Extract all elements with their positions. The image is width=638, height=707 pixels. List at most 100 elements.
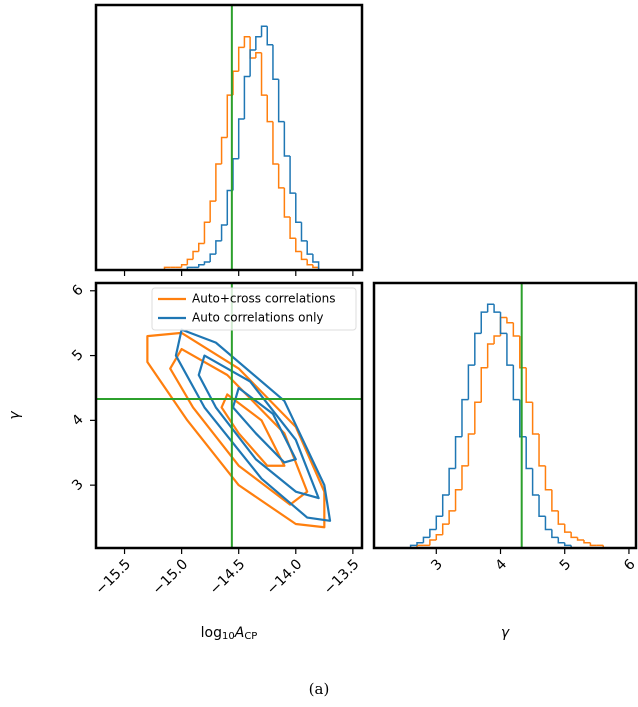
histogram-step [249, 36, 256, 59]
histogram-step [232, 70, 239, 96]
histogram-step [266, 26, 273, 46]
histogram-step [215, 240, 222, 255]
x-tick-label: −14.0 [264, 556, 306, 598]
x-tick-label: 4 [493, 556, 511, 574]
x-tick-label: −13.5 [321, 556, 363, 598]
histogram-step [180, 263, 188, 268]
histogram-step [312, 254, 320, 270]
histogram-step [493, 304, 501, 313]
histogram-step [295, 238, 302, 253]
contour-line [197, 354, 320, 500]
contour-line [174, 328, 332, 522]
histogram-step [512, 322, 520, 337]
histogram-step [260, 25, 268, 37]
histogram-step [255, 36, 262, 51]
histogram-step [306, 259, 313, 266]
histogram-step [416, 541, 424, 546]
histogram-step [203, 221, 211, 244]
histogram-step [525, 367, 533, 403]
legend-label: Auto+cross correlations [192, 292, 335, 306]
histogram-step [429, 528, 437, 538]
x-tick-label: −15.0 [150, 556, 192, 598]
histogram-step [531, 468, 540, 496]
x-axis-label: log10ACP [201, 625, 258, 642]
histogram-step [551, 529, 559, 539]
histogram-step [220, 136, 228, 164]
histogram-step [506, 333, 514, 366]
histogram-step [300, 251, 308, 261]
histogram-step [538, 434, 546, 467]
histogram-step [461, 398, 469, 437]
contour-line [146, 331, 326, 529]
histogram-step [237, 46, 245, 72]
x-axis-label-part: A [234, 625, 245, 641]
contour-line [220, 393, 286, 467]
legend-box [151, 287, 357, 331]
histogram-step [435, 534, 443, 541]
histogram-step [454, 435, 462, 469]
histogram-step [289, 217, 296, 239]
histogram-step [467, 364, 475, 400]
histogram-step [570, 532, 578, 539]
histogram-step [544, 465, 552, 491]
histogram-step [486, 343, 495, 368]
histogram-step [289, 156, 296, 194]
histogram-step [215, 163, 222, 202]
axes-frame [94, 3, 364, 272]
histogram-step [203, 261, 211, 265]
panel: −15.5 −15.0 −14.5 −14.0 −13.5 3 4 5 6 log10ACP γ Au… [7, 281, 364, 642]
histogram-step [277, 164, 285, 189]
histogram-step [557, 510, 565, 525]
x-tick-label: 6 [621, 556, 638, 574]
x-tick-label: −15.5 [93, 556, 135, 598]
y-tick-label: 6 [69, 282, 87, 300]
histogram-step [277, 79, 285, 123]
x-axis-label-part: log [201, 625, 222, 641]
histogram-step [480, 311, 488, 334]
histogram-step [237, 118, 245, 159]
x-axis-label-part: 10 [222, 631, 235, 642]
histogram-step [220, 224, 228, 241]
histogram-step [283, 187, 291, 218]
histogram-step [551, 489, 559, 512]
x-axis-label: γ [501, 625, 510, 641]
legend: Auto+cross correlations Auto correlations… [151, 287, 357, 331]
histogram-step [272, 44, 279, 80]
histogram-step [435, 515, 443, 530]
histogram-step [448, 467, 456, 495]
x-tick-label: 3 [428, 556, 446, 574]
histogram-step [557, 537, 565, 544]
contour-line [231, 386, 297, 464]
histogram-step [583, 540, 591, 544]
panel: 3 4 5 6 γ [372, 281, 638, 641]
histogram-step [589, 542, 597, 547]
caption: (a) [309, 680, 330, 698]
x-tick-label: −14.5 [207, 556, 249, 598]
y-tick-label: 3 [69, 476, 87, 494]
histogram-step [512, 365, 520, 401]
histogram-step [422, 536, 430, 543]
histogram-step [499, 312, 507, 335]
histogram-step [232, 157, 239, 191]
legend-label: Auto correlations only [192, 311, 324, 325]
histogram-step [544, 516, 552, 531]
histogram-step [192, 250, 199, 260]
histogram-step [209, 200, 216, 223]
histogram-step [266, 95, 273, 123]
histogram-step [441, 494, 450, 517]
histogram-step [467, 433, 475, 466]
histogram-step [563, 524, 572, 533]
x-tick-label: 5 [557, 556, 575, 574]
histogram-step [538, 495, 546, 517]
histogram-step [486, 303, 495, 313]
x-axis-label-part: CP [244, 631, 257, 642]
axes-frame [372, 281, 638, 550]
histogram-step [563, 542, 572, 547]
histogram-step [493, 335, 501, 344]
histogram-step [283, 121, 291, 157]
histogram-step [448, 510, 456, 525]
histogram-step [295, 193, 302, 224]
histogram-step [255, 51, 262, 58]
y-tick-label: 4 [69, 411, 87, 429]
